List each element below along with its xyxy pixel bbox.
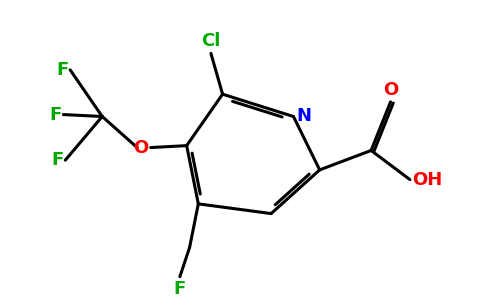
Text: OH: OH — [412, 171, 442, 189]
Text: F: F — [49, 106, 61, 124]
Text: F: F — [56, 61, 68, 79]
Text: F: F — [51, 151, 63, 169]
Text: O: O — [134, 139, 149, 157]
Text: F: F — [174, 280, 186, 298]
Text: Cl: Cl — [201, 32, 221, 50]
Text: O: O — [383, 81, 398, 99]
Text: N: N — [296, 106, 311, 124]
